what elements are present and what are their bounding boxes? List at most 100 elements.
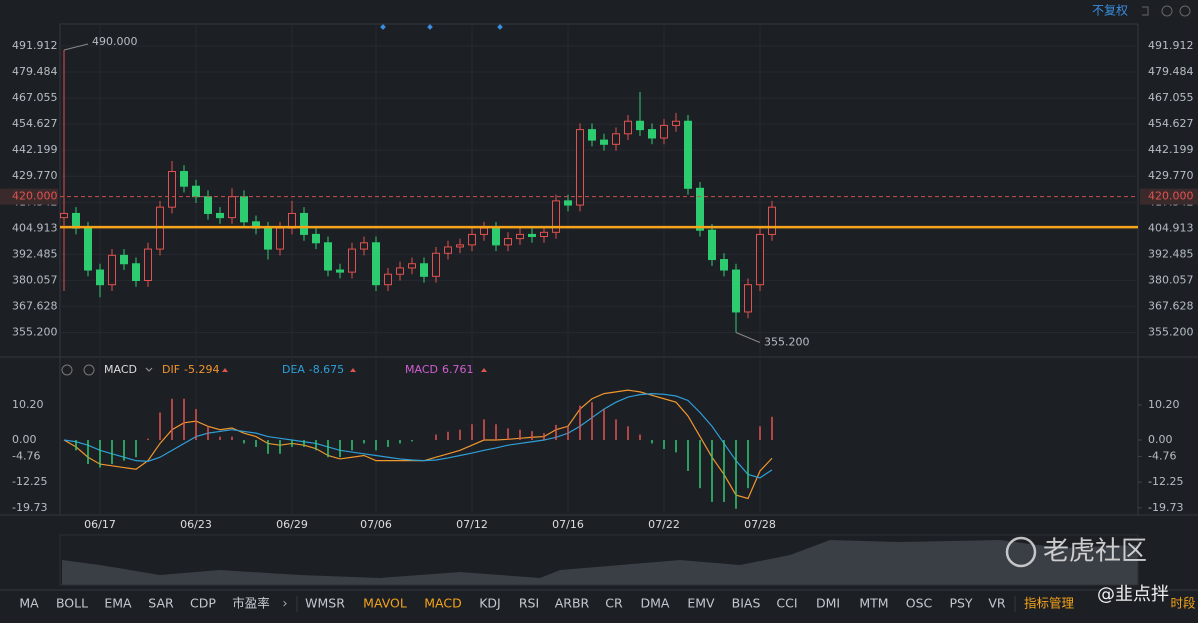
watermark-logo xyxy=(1005,536,1037,568)
macd-line xyxy=(63,392,773,479)
y-tick-label: 380.057 xyxy=(12,273,58,286)
legend-entry: DIF -5.294 xyxy=(162,363,220,376)
toolbar-icons xyxy=(1142,5,1191,17)
candle-body xyxy=(684,120,692,189)
toolbar-item[interactable]: RSI xyxy=(519,596,539,611)
event-marker[interactable] xyxy=(380,24,386,30)
last-price-box xyxy=(1140,188,1198,205)
x-tick-label: 07/22 xyxy=(648,518,680,531)
y-tick-label: 429.770 xyxy=(12,169,58,182)
toolbar-item[interactable]: DMA xyxy=(641,596,670,611)
toolbar-item[interactable]: MTM xyxy=(859,596,888,611)
toolbar-item[interactable]: DMI xyxy=(816,596,840,611)
candle-body xyxy=(444,246,452,254)
y-tick-label: 355.200 xyxy=(12,325,58,338)
y-tick-label: 491.912 xyxy=(1148,39,1194,52)
toolbar-item[interactable]: VR xyxy=(988,596,1006,611)
toolbar-item[interactable]: EMV xyxy=(687,596,715,611)
candle-body xyxy=(108,254,116,286)
candle-body xyxy=(372,242,380,286)
toolbar-item[interactable]: OSC xyxy=(906,596,933,611)
adjust-button[interactable]: 不复权 xyxy=(1092,4,1128,18)
candle-body xyxy=(84,227,92,271)
toolbar-item[interactable]: CR xyxy=(605,596,623,611)
y-tick-label: 367.628 xyxy=(1148,299,1194,312)
y-tick-label: 10.20 xyxy=(1148,398,1180,411)
candle-body xyxy=(348,248,356,273)
y-tick-label: -19.73 xyxy=(1148,501,1183,514)
candle-body xyxy=(192,185,200,198)
toolbar-item[interactable]: BOLL xyxy=(56,596,88,611)
legend-arrow xyxy=(481,368,487,372)
candle-body xyxy=(60,212,68,219)
event-markers xyxy=(380,24,503,30)
last-price-label: 420.000 xyxy=(1148,190,1194,203)
toolbar-item[interactable]: CCI xyxy=(776,596,797,611)
legend-name: DEA xyxy=(282,363,305,376)
last-price-box xyxy=(0,188,58,205)
legend-value: -5.294 xyxy=(184,363,219,376)
candle-body xyxy=(456,244,464,248)
candle-body xyxy=(648,129,656,139)
candle-body xyxy=(360,242,368,250)
candle-body xyxy=(336,269,344,273)
y-tick-label: 491.912 xyxy=(12,39,58,52)
y-tick-label: 454.627 xyxy=(12,117,58,130)
y-tick-label: 442.199 xyxy=(12,143,58,156)
y-tick-label: 355.200 xyxy=(1148,325,1194,338)
toolbar-more[interactable]: › xyxy=(282,597,287,612)
toolbar-item[interactable]: EMA xyxy=(104,596,132,611)
settings-icon[interactable] xyxy=(61,364,73,376)
navigator-frame[interactable] xyxy=(59,534,1139,586)
candle-body xyxy=(480,227,488,235)
candle-body xyxy=(744,284,752,313)
toolbar-item[interactable]: KDJ xyxy=(479,596,501,611)
candle-body xyxy=(168,171,176,208)
candle-body xyxy=(96,269,104,286)
toolbar-item[interactable]: 市盈率 xyxy=(232,596,270,611)
legend-arrow xyxy=(350,368,356,372)
toolbar-item[interactable]: 时段 xyxy=(1170,596,1195,611)
candle-body xyxy=(468,233,476,246)
candle-body xyxy=(552,200,560,233)
toolbar-item[interactable]: 指标管理 xyxy=(1024,596,1075,611)
candle-body xyxy=(492,227,500,246)
y-tick-label: 10.20 xyxy=(12,398,44,411)
y-tick-label: 367.628 xyxy=(12,299,58,312)
y-tick-label: 479.484 xyxy=(12,65,58,78)
watermark-author: @韭点拌 xyxy=(1097,584,1169,605)
candle-body xyxy=(540,231,548,237)
close-icon[interactable] xyxy=(83,364,95,376)
candle-body xyxy=(588,129,596,141)
x-tick-label: 06/23 xyxy=(180,518,212,531)
navigator-area xyxy=(62,540,1138,585)
legend-entry: MACD 6.761 xyxy=(405,363,473,376)
y-tick-label: 380.057 xyxy=(1148,273,1194,286)
candle-body xyxy=(276,227,284,250)
zoom-out[interactable] xyxy=(1179,5,1191,17)
toolbar-item[interactable]: ARBR xyxy=(555,596,590,611)
candle-body xyxy=(324,242,332,271)
toolbar-item[interactable]: WMSR xyxy=(305,596,345,611)
toolbar-item[interactable]: CDP xyxy=(190,596,216,611)
toolbar-item[interactable]: MAVOL xyxy=(363,596,407,611)
candle-body xyxy=(708,229,716,261)
dropdown-arrow[interactable] xyxy=(145,367,153,372)
candle-body xyxy=(312,233,320,244)
candle-body xyxy=(528,233,536,237)
candle-body xyxy=(144,248,152,282)
zoom-in[interactable] xyxy=(1161,5,1173,17)
toolbar-item[interactable]: SAR xyxy=(148,596,174,611)
candle-body xyxy=(576,129,584,206)
toolbar-item[interactable]: MACD xyxy=(424,596,461,611)
candle-body xyxy=(636,120,644,131)
reset[interactable] xyxy=(1142,6,1149,16)
event-marker[interactable] xyxy=(427,24,433,30)
toolbar-item[interactable]: PSY xyxy=(949,596,972,611)
toolbar-item[interactable]: BIAS xyxy=(732,596,761,611)
event-marker[interactable] xyxy=(497,24,503,30)
indicator-name[interactable]: MACD xyxy=(104,363,137,376)
max-pointer xyxy=(63,43,89,51)
toolbar-item[interactable]: MA xyxy=(19,596,39,611)
x-tick-label: 07/16 xyxy=(552,518,584,531)
